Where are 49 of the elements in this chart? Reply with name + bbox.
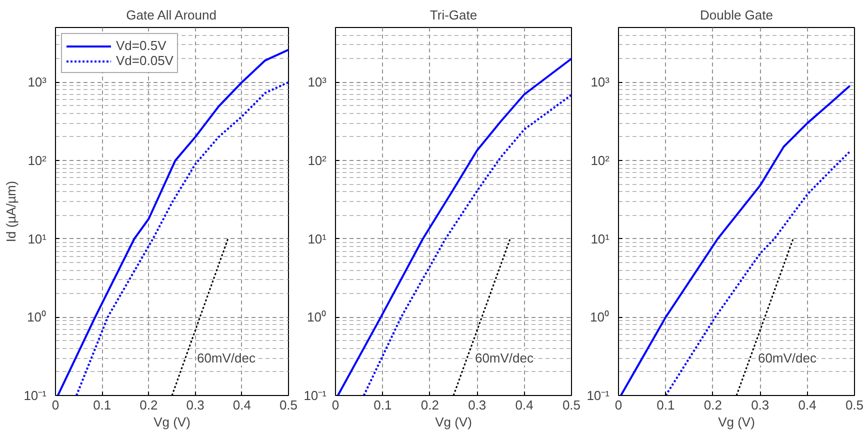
y-tick-label: 10³: [28, 74, 48, 90]
annotation: 60mV/dec: [758, 350, 817, 366]
y-tick-label: 10²: [28, 153, 48, 168]
line-series: [664, 150, 851, 396]
y-tick-label: 10⁻¹: [304, 388, 328, 403]
x-tick-label: 0.1: [656, 398, 675, 412]
x-tick-label: 0.2: [420, 398, 439, 412]
legend-label: Vd=0.5V: [116, 38, 166, 53]
y-tick-label: 10²: [590, 153, 610, 168]
line-series: [75, 81, 288, 396]
y-tick-label: 10⁰: [307, 310, 327, 325]
line-series: [620, 84, 851, 396]
y-tick-label: 10³: [308, 74, 328, 90]
x-tick-label: 0.2: [704, 398, 722, 412]
y-tick-label: 10¹: [590, 231, 610, 246]
chart-title: Double Gate: [700, 8, 774, 22]
x-axis-title: Vg (V): [435, 414, 472, 430]
legend-label: Vd=0.05V: [116, 53, 174, 68]
chart-title: Tri-Gate: [430, 8, 478, 22]
x-tick-label: 0: [332, 398, 340, 412]
x-tick-label: 0.1: [93, 398, 112, 412]
annotation: 60mV/dec: [474, 350, 534, 366]
y-tick-label: 10⁰: [27, 310, 47, 325]
x-tick-label: 0.4: [232, 398, 251, 412]
y-tick-label: 10⁰: [590, 310, 610, 325]
y-tick-label: 10⁻¹: [586, 388, 610, 403]
y-tick-label: 10⁻¹: [24, 388, 48, 403]
x-axis-title: Vg (V): [154, 414, 190, 430]
x-tick-label: 0.3: [468, 398, 486, 412]
x-tick-label: 0.5: [562, 398, 581, 412]
x-tick-label: 0: [52, 398, 60, 412]
x-tick-label: 0.2: [140, 398, 158, 412]
y-tick-label: 10³: [590, 74, 610, 90]
y-tick-label: 10¹: [308, 231, 328, 246]
x-tick-label: 0.5: [279, 398, 298, 412]
x-tick-label: 0.5: [845, 398, 864, 412]
x-tick-label: 0.3: [186, 398, 204, 412]
x-axis-title: Vg (V): [718, 414, 755, 430]
x-tick-label: 0: [614, 398, 622, 412]
y-tick-label: 10²: [308, 153, 328, 168]
x-tick-label: 0.1: [374, 398, 392, 412]
line-series: [362, 94, 572, 396]
y-tick-label: 10¹: [28, 231, 48, 246]
x-tick-label: 0.4: [515, 398, 534, 412]
x-tick-label: 0.4: [798, 398, 816, 412]
x-tick-label: 0.3: [751, 398, 770, 412]
annotation: 60mV/dec: [196, 350, 256, 366]
y-axis-title: Id (µA/µm): [4, 180, 19, 242]
chart-title: Gate All Around: [126, 8, 216, 22]
